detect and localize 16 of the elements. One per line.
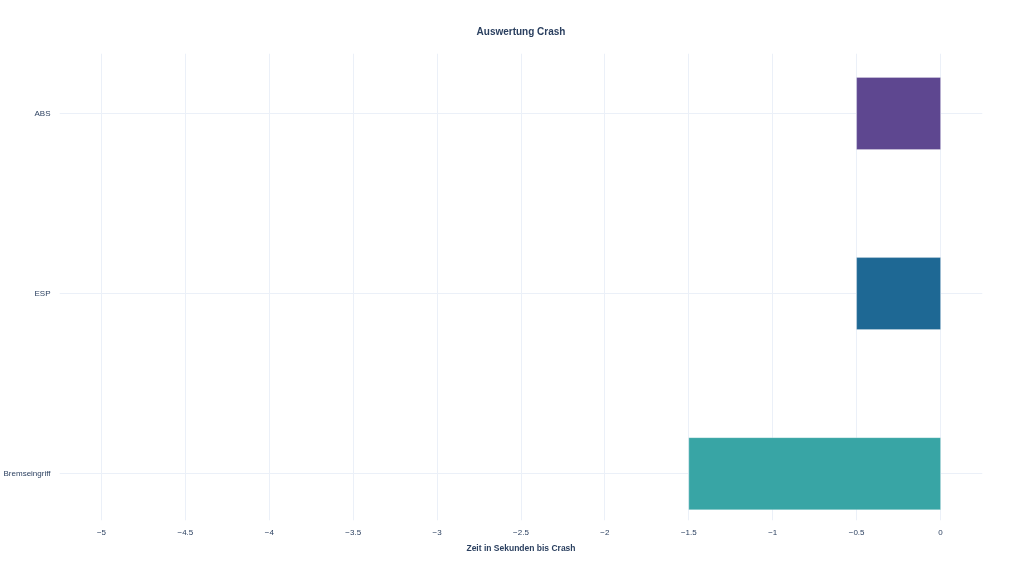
- x-tick-label: −4.5: [177, 527, 194, 537]
- x-tick-label: −4: [264, 527, 275, 537]
- x-tick-label: 0: [938, 527, 944, 537]
- x-tick-label: −2.5: [513, 527, 530, 537]
- x-tick-label: −1: [768, 527, 778, 537]
- x-tick-label: −5: [96, 527, 107, 537]
- x-tick-label: −3: [432, 527, 443, 537]
- x-axis-title: Zeit in Sekunden bis Crash: [466, 542, 576, 553]
- x-tick-label: −0.5: [848, 527, 866, 537]
- x-tick-label: −1.5: [680, 527, 698, 537]
- chart-title: Auswertung Crash: [476, 25, 566, 37]
- x-tick-label: −3.5: [345, 527, 362, 537]
- x-tick-label: −2: [600, 527, 611, 537]
- y-tick-label: ESP: [34, 289, 51, 299]
- y-tick-label: Bremseingriff: [3, 469, 52, 479]
- y-tick-label: ABS: [34, 109, 51, 119]
